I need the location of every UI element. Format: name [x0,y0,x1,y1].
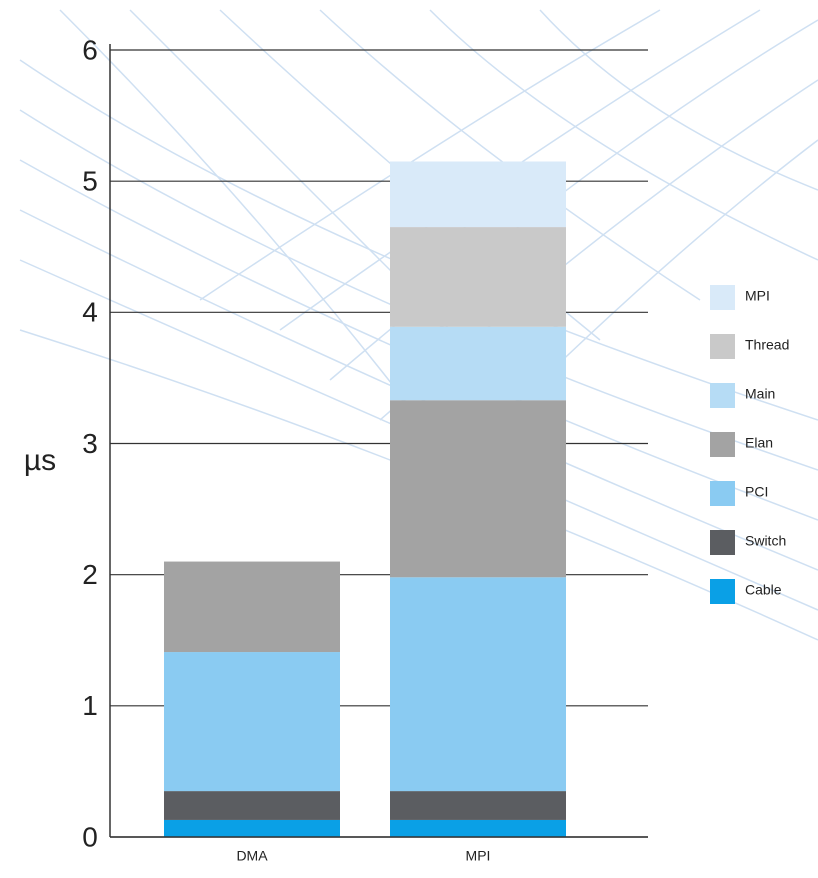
legend-label: Elan [745,435,773,451]
legend-swatch [710,285,735,310]
y-tick-label: 4 [82,297,98,328]
legend-swatch [710,432,735,457]
legend-label: Main [745,386,775,402]
x-tick-label: DMA [236,848,268,864]
bar-segment [164,791,340,820]
legend-swatch [710,334,735,359]
legend-swatch [710,383,735,408]
bar-segment [390,400,566,577]
bar-segment [164,652,340,791]
y-axis-label: µs [24,444,56,477]
y-tick-label: 6 [82,34,98,65]
x-tick-label: MPI [466,848,491,864]
legend-label: PCI [745,484,768,500]
y-tick-label: 0 [82,821,98,852]
bar-segment [390,227,566,327]
y-tick-label: 1 [82,690,98,721]
y-tick-label: 2 [82,559,98,590]
bar-segment [164,562,340,653]
legend-swatch [710,481,735,506]
bar-segment [390,577,566,791]
legend-label: MPI [745,288,770,304]
bar-segment [390,327,566,400]
legend-label: Thread [745,337,789,353]
bar-segment [164,820,340,837]
legend-swatch [710,530,735,555]
bar-segment [390,791,566,820]
legend-swatch [710,579,735,604]
chart: µs 0 1 2 3 4 5 6 DMA MPI Cable Switch PCI Elan Main Th… [0,0,818,878]
bar-segment [390,820,566,837]
y-tick-label: 3 [82,428,98,459]
bar-segment [390,161,566,227]
legend-label: Cable [745,582,782,598]
legend-label: Switch [745,533,786,549]
y-tick-label: 5 [82,166,98,197]
